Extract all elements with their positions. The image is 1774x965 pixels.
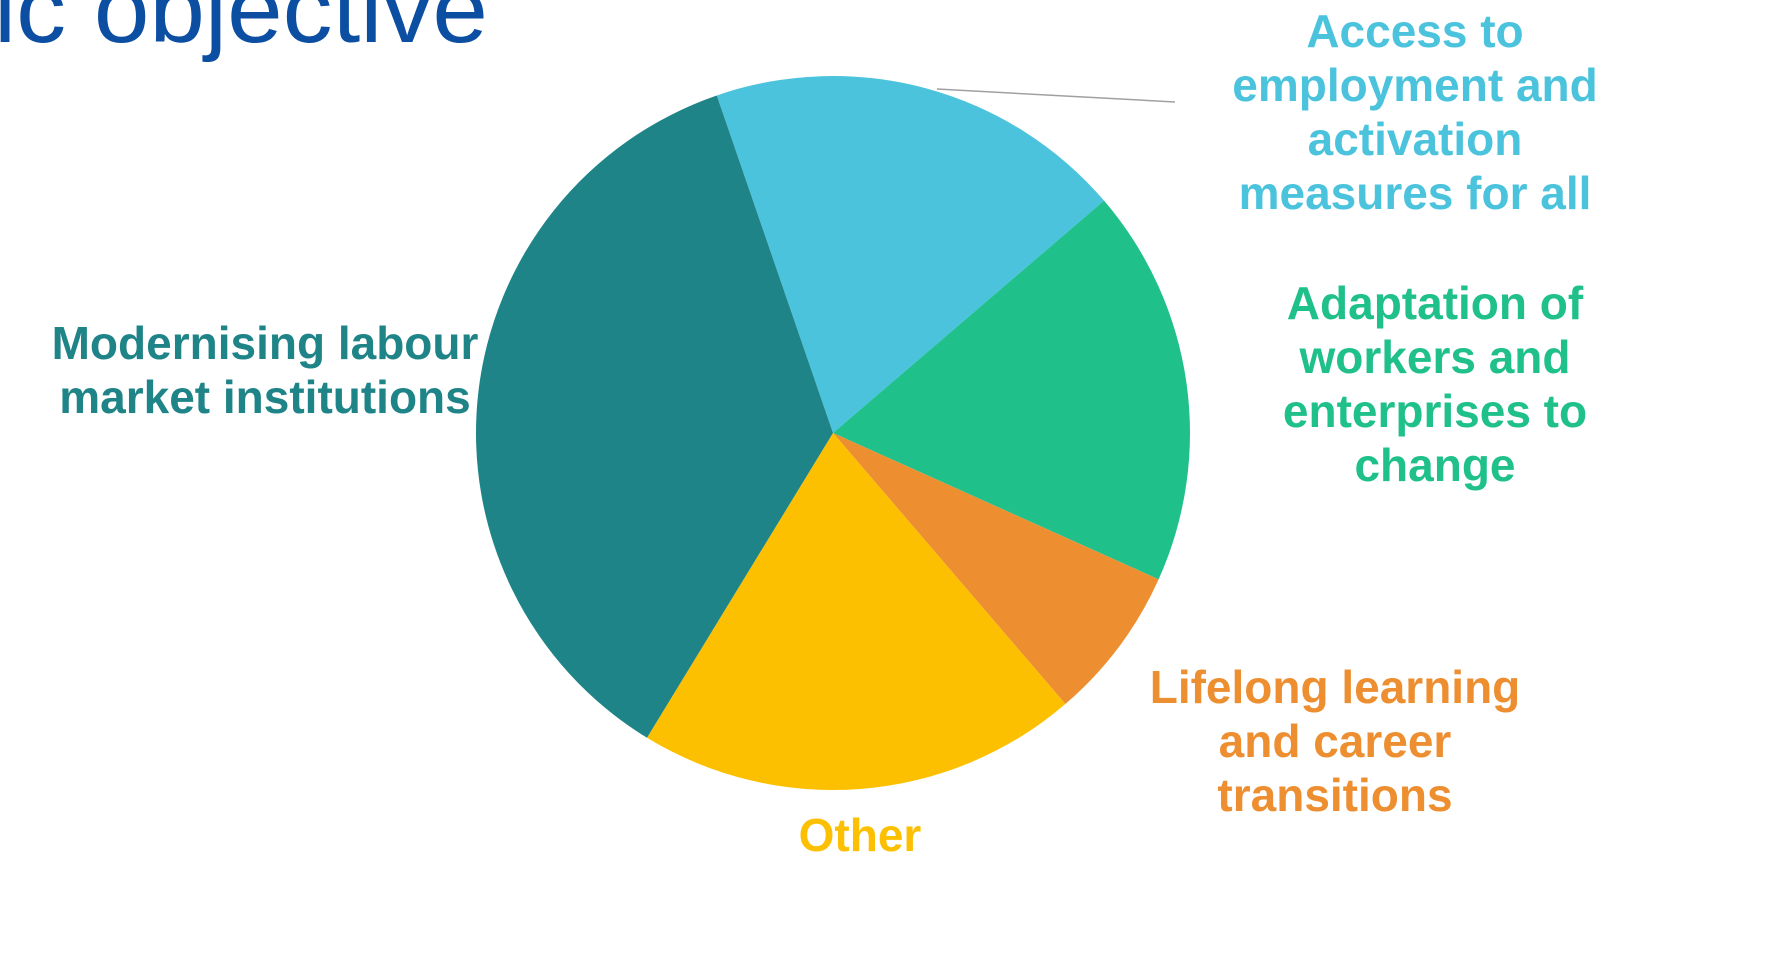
slice-label-lifelong-learning: Lifelong learning and career transitions (1149, 661, 1521, 821)
pie-slice-modernising-labour-market (475, 95, 833, 738)
slice-label-adaptation-of-workers: Adaptation of workers and enterprises to… (1282, 277, 1588, 491)
pie-slice-lifelong-learning (833, 433, 1159, 705)
slice-label-other: Other (798, 809, 922, 861)
slice-label-access-to-employment: Access to employment and activation meas… (1232, 5, 1598, 219)
slide-title: ic objective (0, 0, 488, 63)
slice-label-modernising-labour-market: Modernising labour market institutions (51, 317, 479, 423)
leader-line-access-to-employment (936, 88, 1176, 103)
pie-slice-access-to-employment (716, 75, 1105, 434)
pie-slice-adaptation-of-workers (833, 200, 1191, 580)
pie-slice-other (647, 433, 1066, 791)
